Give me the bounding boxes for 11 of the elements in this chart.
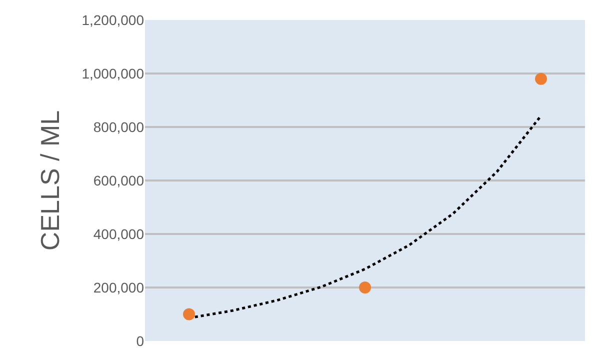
point <box>359 282 371 294</box>
y-tick-label: 200,000 <box>93 279 144 296</box>
y-tick-label: 800,000 <box>93 118 144 135</box>
y-axis-title: CELLS / ML <box>35 110 66 251</box>
y-tick-label: 400,000 <box>93 226 144 242</box>
y-tick-label: 0 <box>136 332 144 349</box>
y-tick-label: 600,000 <box>93 172 144 188</box>
y-tick-label: 1,200,000 <box>82 12 144 28</box>
point <box>535 72 547 85</box>
y-tick-label: 1,000,000 <box>82 65 144 82</box>
point <box>183 308 195 320</box>
